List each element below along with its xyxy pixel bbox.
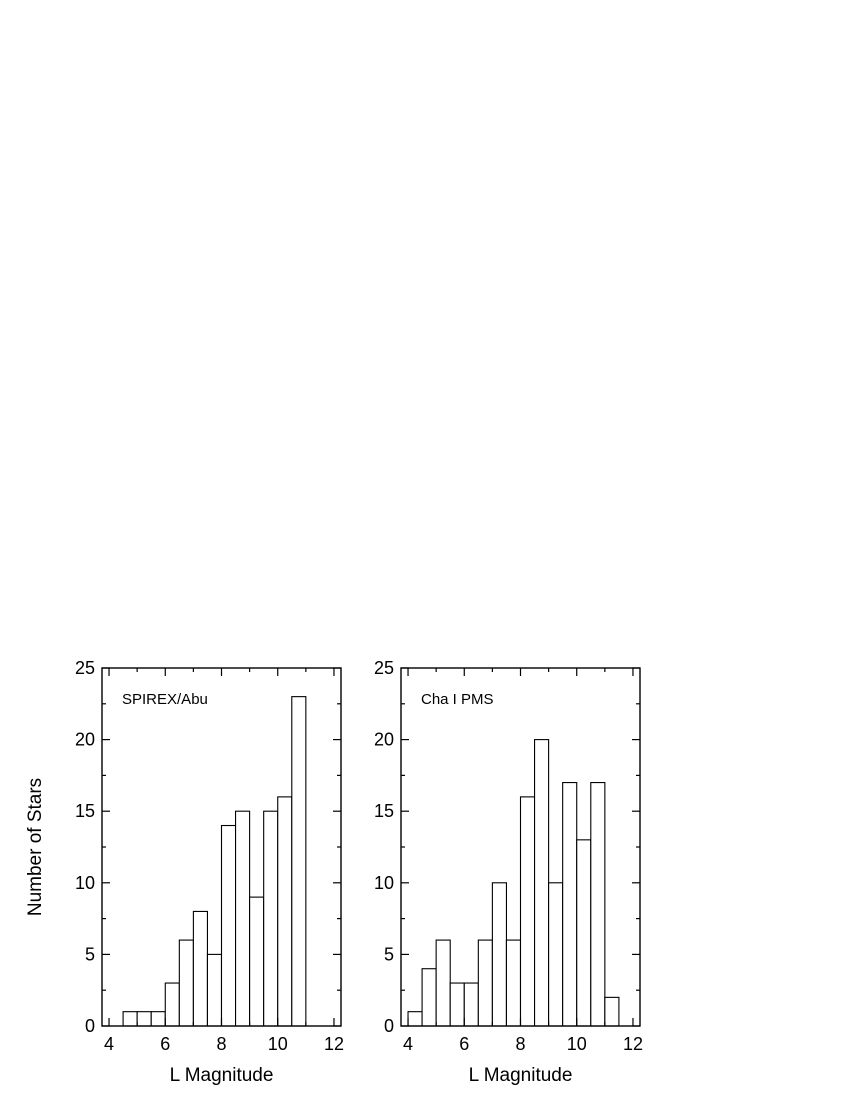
histogram-bar xyxy=(150,1011,166,1027)
y-tick-label: 10 xyxy=(374,873,394,893)
histogram-bar xyxy=(206,953,223,1027)
x-axis-title: L Magnitude xyxy=(170,1065,274,1086)
histogram-bar xyxy=(534,739,550,1027)
y-tick-label: 5 xyxy=(384,944,394,964)
x-tick-label: 10 xyxy=(268,1034,288,1054)
histogram-bar xyxy=(604,996,620,1027)
x-tick-label: 6 xyxy=(459,1034,469,1054)
histogram-bar xyxy=(477,939,493,1027)
panel-label: SPIREX/Abu xyxy=(122,691,208,708)
histogram-bar xyxy=(505,939,522,1027)
panel-label: Cha I PMS xyxy=(421,691,494,708)
histogram-bar xyxy=(249,896,265,1027)
histogram-bar xyxy=(463,982,479,1027)
histogram-bar xyxy=(519,796,536,1027)
y-tick-label: 15 xyxy=(374,801,394,821)
y-tick-label: 15 xyxy=(75,801,95,821)
x-tick-label: 6 xyxy=(160,1034,170,1054)
histogram-bar xyxy=(178,939,194,1027)
histogram-panel-cha-i: 4 6 8 10 12 0 5 10 15 20 25 L Magnitude Cha I PMS xyxy=(374,658,643,1086)
histogram-bar xyxy=(263,810,279,1027)
histogram-bar xyxy=(235,810,251,1027)
histogram-bar xyxy=(220,824,237,1027)
histogram-bar xyxy=(164,982,180,1027)
histogram-bar xyxy=(576,839,592,1027)
x-tick-label: 8 xyxy=(216,1034,226,1054)
y-tick-label: 5 xyxy=(85,944,95,964)
histogram-bar xyxy=(192,910,208,1027)
histogram-bar xyxy=(491,882,507,1027)
histogram-panel-spirex: 4 6 8 10 12 0 5 10 15 20 25 L Magnitude SPIREX/Abu xyxy=(75,658,344,1086)
histogram-bar xyxy=(136,1011,152,1027)
histogram-bar xyxy=(435,939,451,1027)
y-tick-label: 0 xyxy=(384,1016,394,1036)
histogram-bar xyxy=(548,882,564,1027)
histogram-bar xyxy=(277,796,293,1027)
histogram-bar xyxy=(562,782,578,1027)
y-tick-label: 25 xyxy=(374,658,394,678)
y-tick-label: 10 xyxy=(75,873,95,893)
histogram-bar xyxy=(122,1011,138,1027)
y-tick-label: 20 xyxy=(374,730,394,750)
x-tick-label: 12 xyxy=(623,1034,643,1054)
histogram-bar xyxy=(407,1011,423,1027)
x-tick-label: 10 xyxy=(567,1034,587,1054)
histogram-bar xyxy=(449,982,465,1027)
histogram-bar xyxy=(421,968,437,1027)
y-axis-title: Number of Stars xyxy=(25,778,46,916)
x-axis-title: L Magnitude xyxy=(469,1065,573,1086)
y-tick-label: 0 xyxy=(85,1016,95,1036)
y-tick-label: 20 xyxy=(75,730,95,750)
histogram-bar xyxy=(590,782,606,1027)
x-tick-label: 8 xyxy=(515,1034,525,1054)
x-tick-label: 4 xyxy=(403,1034,413,1054)
x-tick-label: 12 xyxy=(324,1034,344,1054)
histogram-bar xyxy=(291,696,307,1027)
x-tick-label: 4 xyxy=(104,1034,114,1054)
y-tick-label: 25 xyxy=(75,658,95,678)
